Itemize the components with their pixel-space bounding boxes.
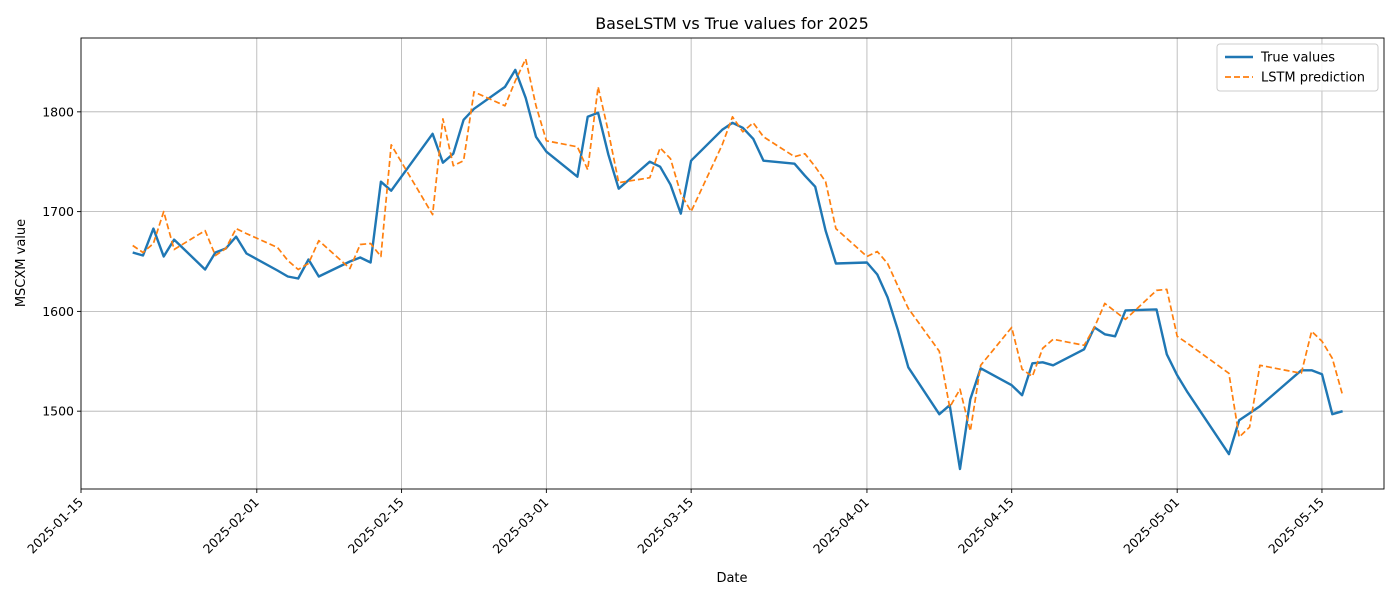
y-axis: 1500 1600 1700 1800 — [42, 104, 81, 419]
series-group — [132, 58, 1344, 471]
legend-label-lstm-prediction: LSTM prediction — [1261, 71, 1365, 86]
y-tick-label: 1800 — [42, 104, 74, 119]
plot-frame — [80, 37, 1385, 490]
y-axis-label: MSCXM value — [14, 219, 29, 307]
series-line-true-values — [132, 68, 1343, 471]
series-line-lstm-prediction — [132, 58, 1344, 438]
chart-title: BaseLSTM vs True values for 2025 — [595, 14, 869, 33]
y-tick-label: 1500 — [42, 404, 74, 419]
legend: True values LSTM prediction — [1216, 43, 1379, 92]
legend-label-true-values: True values — [1260, 51, 1335, 66]
legend-box — [1216, 43, 1379, 92]
y-tick-label: 1600 — [42, 304, 74, 319]
y-tick-label: 1700 — [42, 204, 74, 219]
x-axis-label: Date — [716, 571, 747, 586]
